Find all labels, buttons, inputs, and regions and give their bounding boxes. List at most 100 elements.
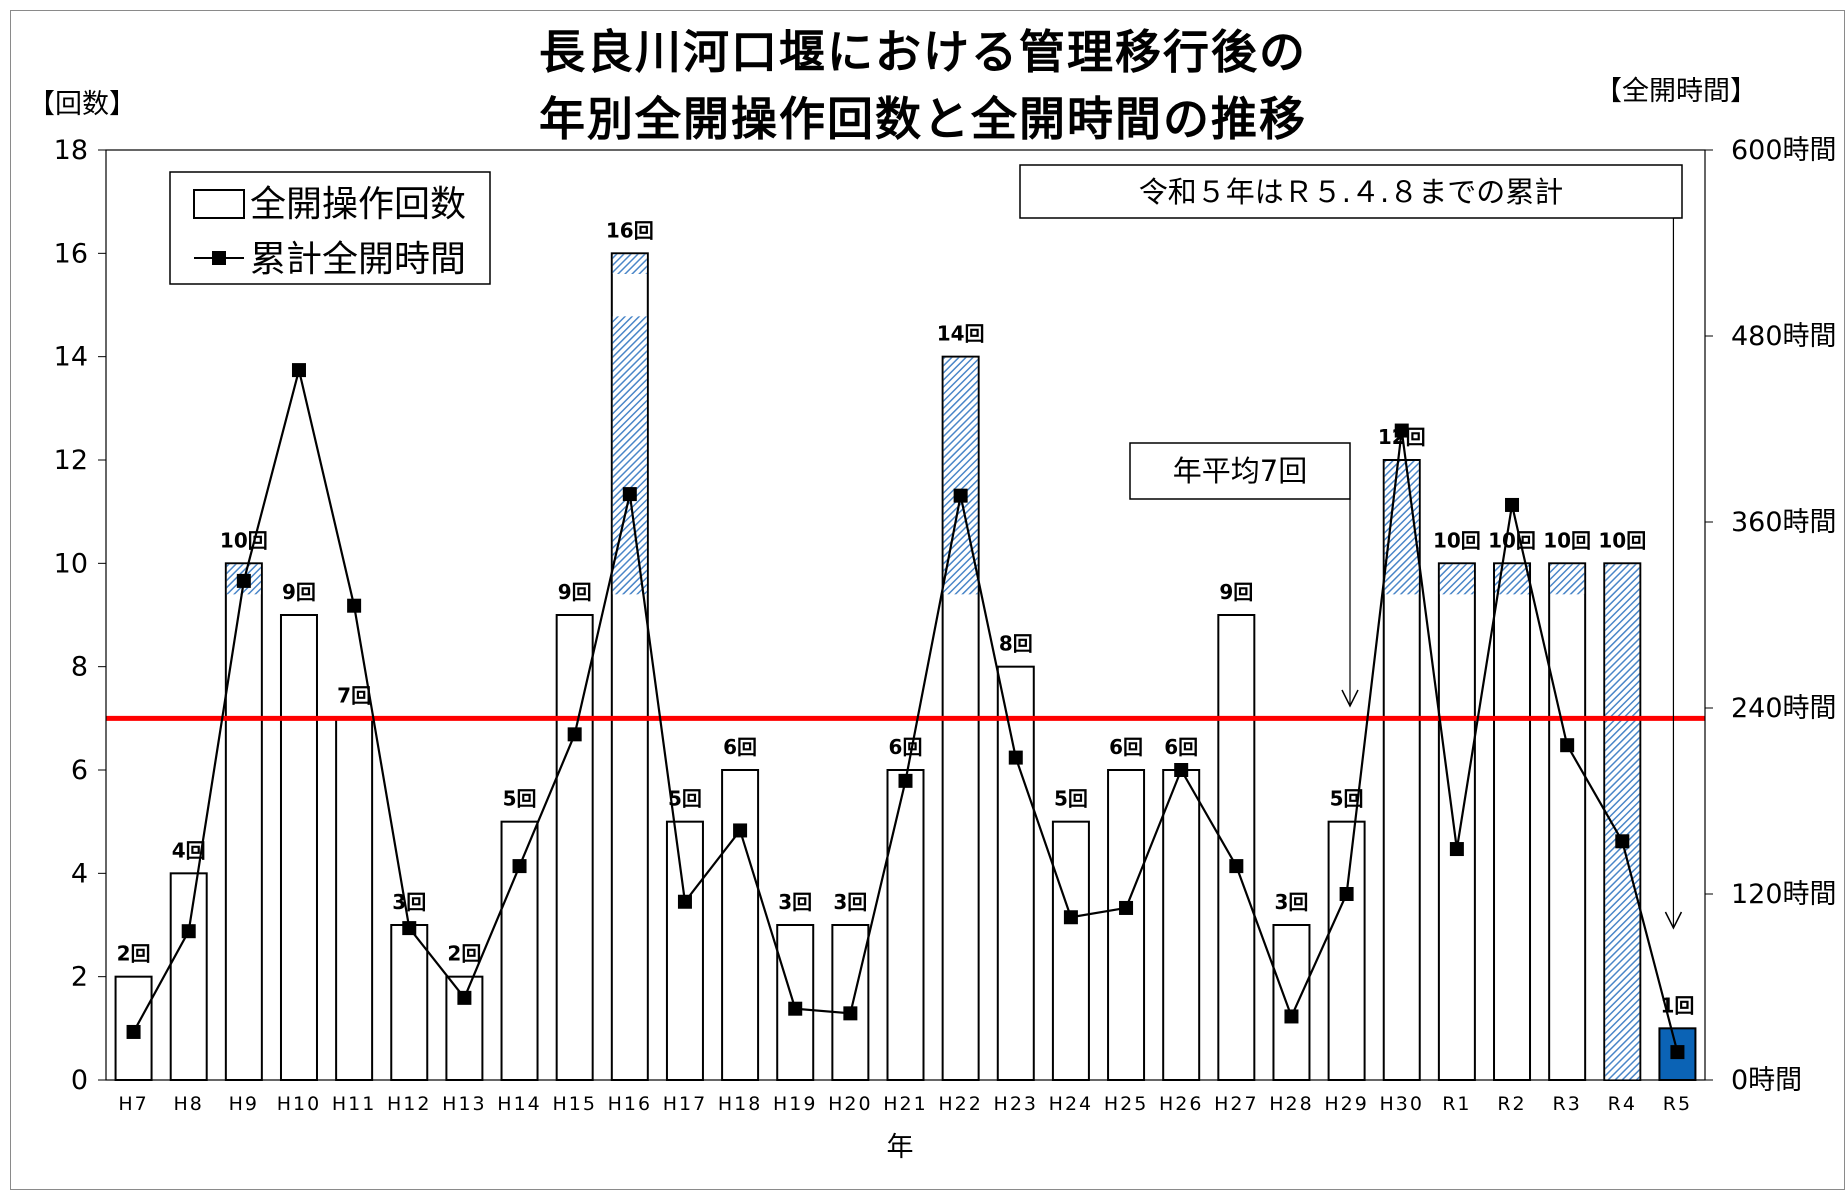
bar-hatch <box>1439 564 1474 595</box>
line-marker <box>1229 859 1244 874</box>
line-marker <box>1063 910 1078 925</box>
bar-value-label: 9回 <box>282 580 316 604</box>
bar-value-label: 4回 <box>172 838 206 862</box>
bar <box>1327 820 1366 1082</box>
right-tick-label: 480時間 <box>1731 321 1837 352</box>
bar-value-label: 10回 <box>1433 528 1481 552</box>
x-tick-label: R1 <box>1442 1093 1471 1115</box>
x-tick-label: H20 <box>828 1093 872 1115</box>
line-marker <box>402 921 417 936</box>
x-tick-label: H13 <box>442 1093 486 1115</box>
x-tick-label: H21 <box>883 1093 927 1115</box>
line-marker <box>236 573 251 588</box>
x-tick-label: H19 <box>773 1093 817 1115</box>
x-tick-label: H7 <box>118 1093 148 1115</box>
bar-value-label: 5回 <box>1054 787 1088 811</box>
left-tick-label: 8 <box>71 652 88 683</box>
x-tick-label: H17 <box>663 1093 707 1115</box>
line-marker <box>347 598 362 613</box>
left-tick-label: 0 <box>71 1065 88 1096</box>
label-layer: 2回 4回 10回 9回 7回 3回 2回 5回 9回 16回 5回 6回 3回 3回 6回 14回 8回 5回 6… <box>117 218 1695 1017</box>
bar-value-label: 5回 <box>503 787 537 811</box>
x-tick-label: H16 <box>608 1093 652 1115</box>
line-marker <box>126 1024 141 1039</box>
bar-value-label: 12回 <box>1378 425 1426 449</box>
bar-value-label: 8回 <box>999 632 1033 656</box>
bar-value-label: 7回 <box>337 683 371 707</box>
left-tick-label: 18 <box>54 135 88 166</box>
line-marker <box>1119 900 1134 915</box>
left-tick-label: 16 <box>54 238 88 269</box>
bar-value-label: 1回 <box>1660 993 1694 1017</box>
x-tick-label: H14 <box>497 1093 541 1115</box>
x-tick-label: H10 <box>277 1093 321 1115</box>
legend-bar-swatch <box>193 189 245 219</box>
bar-value-label: 3回 <box>392 890 426 914</box>
right-tick-label: 360時間 <box>1731 507 1837 538</box>
x-tick-label: H27 <box>1214 1093 1258 1115</box>
bar <box>1437 562 1476 1081</box>
bar-hatch <box>612 316 647 595</box>
bar-value-label: 9回 <box>1219 580 1253 604</box>
line-marker <box>181 924 196 939</box>
x-tick-label: H22 <box>938 1093 982 1115</box>
line-marker <box>1505 497 1520 512</box>
left-tick-label: 2 <box>71 962 88 993</box>
x-tick-label: H29 <box>1324 1093 1368 1115</box>
bar-value-label: 2回 <box>117 942 151 966</box>
bar-value-label: 3回 <box>778 890 812 914</box>
x-tick-label: H26 <box>1159 1093 1203 1115</box>
bar <box>224 562 263 1081</box>
bar <box>1272 924 1311 1081</box>
right-tick-label: 240時間 <box>1731 693 1837 724</box>
bar-value-label: 2回 <box>447 942 481 966</box>
line-marker <box>1449 842 1464 857</box>
line-marker <box>733 823 748 838</box>
bar <box>1051 820 1090 1082</box>
line-marker <box>457 990 472 1005</box>
x-tick-label: H24 <box>1049 1093 1093 1115</box>
left-tick-label: 4 <box>71 858 88 889</box>
average-label-box <box>1129 442 1351 500</box>
bar-value-label: 3回 <box>1275 890 1309 914</box>
bar <box>886 769 925 1081</box>
note-text: 令和５年はＲ５.４.８までの累計 <box>1139 175 1563 209</box>
right-tick-label: 0時間 <box>1731 1065 1802 1096</box>
bar-value-label: 5回 <box>668 787 702 811</box>
bar-value-label: 10回 <box>1488 528 1536 552</box>
bar <box>1493 562 1532 1081</box>
left-tick-label: 12 <box>54 445 88 476</box>
bar-value-label: 14回 <box>937 322 985 346</box>
chart-title-line-2: 年別全開操作回数と全開時間の推移 <box>539 92 1307 146</box>
axes-layer: 0 2 4 6 8 10 12 14 16 18 0時間 120時間 240時間 360時間 480時間 60… <box>54 135 1837 1115</box>
right-tick-label: 120時間 <box>1731 879 1837 910</box>
bar <box>390 924 429 1081</box>
x-tick-label: R2 <box>1497 1093 1526 1115</box>
line-marker <box>512 859 527 874</box>
x-tick-label: R3 <box>1553 1093 1582 1115</box>
average-arrow-head <box>1341 689 1359 708</box>
chart-frame <box>10 10 1845 1190</box>
line-marker <box>567 727 582 742</box>
legend-line-marker <box>212 251 226 265</box>
line-marker <box>1394 423 1409 438</box>
line-marker <box>1560 738 1575 753</box>
bar <box>996 665 1035 1082</box>
bar-value-label: 3回 <box>833 890 867 914</box>
bar-value-label: 6回 <box>723 735 757 759</box>
line-marker <box>291 363 306 378</box>
x-tick-label: H25 <box>1104 1093 1148 1115</box>
bar-value-label: 9回 <box>558 580 592 604</box>
right-axis-unit-label: 【全開時間】 <box>1595 76 1757 107</box>
x-tick-label: R5 <box>1663 1093 1692 1115</box>
right-tick-label: 600時間 <box>1731 135 1837 166</box>
bar <box>665 820 704 1082</box>
bar <box>279 614 318 1081</box>
line-marker <box>898 773 913 788</box>
bar-value-label: 6回 <box>1164 735 1198 759</box>
bar <box>1162 769 1201 1081</box>
x-tick-label: H8 <box>174 1093 204 1115</box>
line-marker <box>1615 834 1630 849</box>
bar <box>335 717 374 1081</box>
